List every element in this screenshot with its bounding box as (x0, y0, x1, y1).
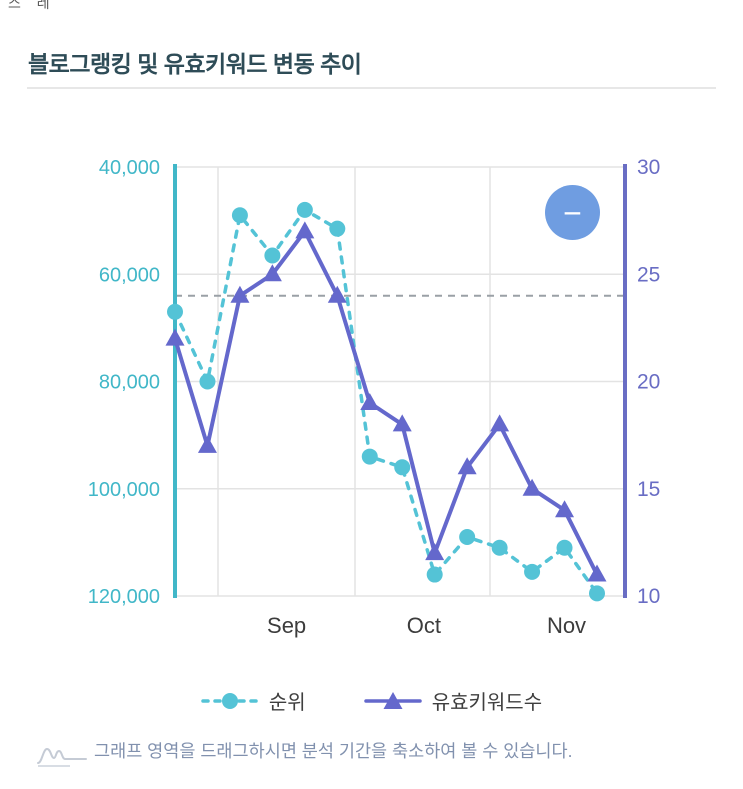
svg-text:10: 10 (637, 585, 660, 608)
keyword-point (587, 564, 607, 582)
keyword-point (197, 435, 217, 453)
svg-text:Sep: Sep (267, 613, 306, 638)
drag-hint-text: 그래프 영역을 드래그하시면 분석 기간을 축소하여 볼 수 있습니다. (94, 741, 573, 761)
rank-point (394, 459, 411, 476)
svg-text:80,000: 80,000 (99, 372, 160, 394)
svg-text:30: 30 (637, 156, 660, 179)
svg-text:20: 20 (637, 371, 660, 394)
keywords-legend-marker-icon (363, 691, 422, 709)
rank-point (589, 585, 605, 602)
keyword-point (165, 328, 185, 346)
svg-text:100,000: 100,000 (88, 479, 160, 501)
rank-point (296, 201, 313, 218)
rank-point (524, 563, 541, 580)
rank-point (199, 373, 216, 390)
keyword-point (490, 414, 510, 432)
keyword-point (230, 285, 250, 303)
keyword-point (457, 457, 477, 475)
rank-point (264, 247, 281, 264)
x-axis-labels: Sep Oct Nov (267, 613, 586, 638)
rank-point (329, 220, 346, 237)
trend-chart[interactable]: 40,000 60,000 80,000 100,000 120,000 30 25 20 15… (0, 120, 743, 665)
legend-item-rank[interactable]: 순위 (201, 686, 306, 715)
keyword-point (425, 543, 445, 561)
mini-chart-icon (37, 747, 87, 767)
legend-label-keywords: 유효키워드수 (431, 692, 543, 714)
keyword-point (360, 392, 380, 410)
svg-text:60,000: 60,000 (99, 264, 160, 286)
gridlines (175, 166, 625, 597)
keyword-point (295, 221, 315, 239)
zoom-out-button[interactable]: − (545, 185, 600, 240)
rank-point (231, 207, 248, 224)
clipped-top-text: 스 레 (8, 0, 56, 11)
svg-text:25: 25 (637, 263, 660, 286)
rank-series (167, 201, 605, 602)
rank-point (426, 566, 443, 583)
chart-legend: 순위 유효키워드수 (0, 686, 743, 715)
svg-text:15: 15 (637, 478, 660, 501)
page-title: 블로그랭킹 및 유효키워드 변동 추이 (28, 51, 362, 78)
keyword-point (262, 264, 282, 282)
left-axis-labels: 40,000 60,000 80,000 100,000 120,000 (88, 157, 160, 608)
legend-item-keywords[interactable]: 유효키워드수 (363, 686, 543, 715)
rank-point (459, 529, 476, 546)
drag-hint: 그래프 영역을 드래그하시면 분석 기간을 축소하여 볼 수 있습니다. (36, 738, 572, 769)
rank-point (361, 448, 378, 465)
rank-legend-marker-icon (201, 692, 259, 709)
rank-point (556, 539, 573, 556)
keyword-point (327, 285, 347, 303)
rank-point (167, 303, 183, 320)
svg-text:120,000: 120,000 (88, 586, 160, 608)
legend-label-rank: 순위 (268, 692, 306, 714)
right-axis-labels: 30 25 20 15 10 (637, 156, 660, 608)
svg-text:Oct: Oct (407, 613, 441, 638)
svg-text:Nov: Nov (547, 613, 586, 638)
keyword-point (555, 500, 575, 518)
keyword-point (392, 414, 412, 432)
keyword-point (522, 478, 542, 496)
title-divider (27, 87, 716, 89)
keyword-series (165, 221, 607, 582)
svg-text:40,000: 40,000 (99, 157, 160, 179)
rank-point (491, 539, 508, 556)
